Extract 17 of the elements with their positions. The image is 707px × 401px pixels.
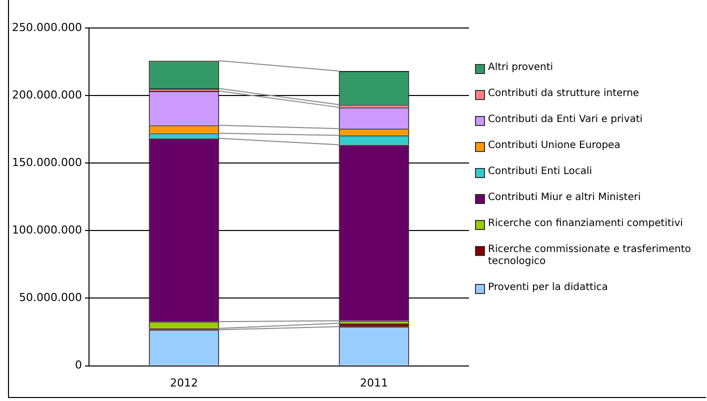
y-tick-label: 100.000.000 <box>12 224 82 237</box>
y-tick-label: 150.000.000 <box>12 156 82 169</box>
legend-label: Ricerche commissionate e trasferimento tecnologico <box>488 244 692 268</box>
legend-label: Ricerche con finanziamenti competitivi <box>488 218 683 230</box>
x-tick-label: 2012 <box>170 376 198 390</box>
legend-label: Contributi Unione Europea <box>488 140 620 152</box>
y-tick-label: 250.000.000 <box>12 20 82 34</box>
y-tick-label: 50.000.000 <box>18 291 82 304</box>
legend-label: Proventi per la didattica <box>488 282 608 294</box>
legend-label: Contributi Miur e altri Ministeri <box>488 192 641 204</box>
legend-label: Contributi da Enti Vari e privati <box>488 114 643 126</box>
legend-label: Altri proventi <box>488 62 554 74</box>
y-tick-label: 0 <box>74 358 82 372</box>
x-tick-label: 2011 <box>360 376 388 390</box>
legend-label: Contributi da strutture interne <box>488 88 640 100</box>
legend-label: Contributi Enti Locali <box>488 166 592 178</box>
y-tick-label: 200.000.000 <box>12 88 82 102</box>
